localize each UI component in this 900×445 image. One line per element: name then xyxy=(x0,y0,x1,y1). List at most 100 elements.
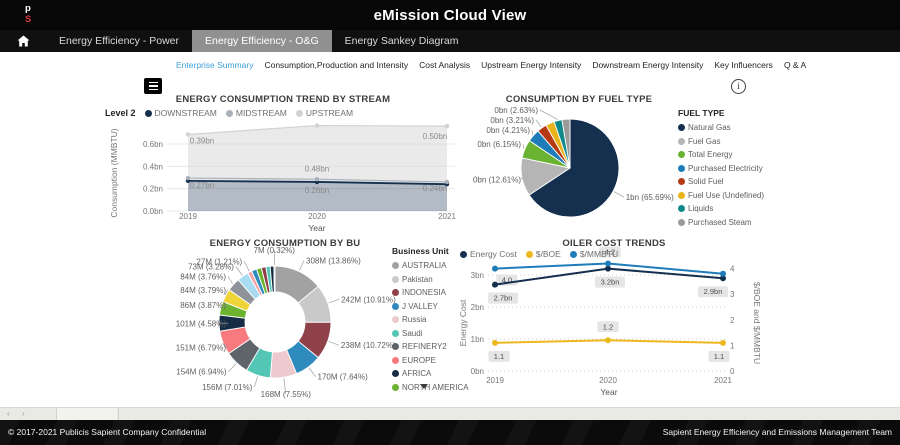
legend-item-label: Fuel Use (Undefined) xyxy=(688,190,765,200)
label: 84M (3.79%) xyxy=(180,286,226,295)
legend-item-label: J VALLEY xyxy=(402,301,438,311)
legend-item-africa[interactable]: AFRICA xyxy=(392,369,469,378)
page-next-icon[interactable]: › xyxy=(22,409,25,418)
label: 1.1 xyxy=(494,352,504,361)
nav-tab-energy-sankey-diagram[interactable]: Energy Sankey Diagram xyxy=(344,35,459,47)
legend-dot-icon xyxy=(678,124,685,131)
legend-item-label: $/MMBTU xyxy=(579,249,619,259)
legend-item-fuel-use-undefined-[interactable]: Fuel Use (Undefined) xyxy=(678,191,764,200)
logo-letter-s: S xyxy=(25,14,32,25)
fuel-slices[interactable] xyxy=(520,118,620,218)
current-page-tab[interactable] xyxy=(57,408,117,421)
legend-item-australia[interactable]: AUSTRALIA xyxy=(392,261,469,270)
legend-dot-icon xyxy=(295,109,303,117)
legend-item-indonesia[interactable]: INDONESIA xyxy=(392,288,469,297)
legend-dot-icon xyxy=(392,289,399,296)
label: 0bn xyxy=(471,367,484,376)
legend-item-russia[interactable]: Russia xyxy=(392,315,469,324)
series-Energy Cost[interactable] xyxy=(494,267,724,286)
bookmarks-button[interactable] xyxy=(144,78,162,94)
page-tab-q-a[interactable]: Q & A xyxy=(783,60,807,70)
series-UPSTREAM[interactable] xyxy=(185,123,450,137)
legend-item-solid-fuel[interactable]: Solid Fuel xyxy=(678,177,764,186)
legend-item-europe[interactable]: EUROPE xyxy=(392,356,469,365)
divider xyxy=(56,408,57,421)
label: 2bn xyxy=(471,303,484,312)
business-unit-legend: Business Unit AUSTRALIA Pakistan INDONESIA… xyxy=(392,246,469,396)
legend-scroll-down-icon[interactable] xyxy=(420,384,428,389)
label: 2019 xyxy=(179,212,197,221)
fuel-slice-Purchased Steam[interactable] xyxy=(561,118,571,169)
legend-item-natural-gas[interactable]: Natural Gas xyxy=(678,123,764,132)
series-MIDSTREAM[interactable] xyxy=(185,175,450,185)
legend-item-label: MIDSTREAM xyxy=(235,108,287,118)
page-prev-icon[interactable]: ‹ xyxy=(7,409,10,418)
legend-item-upstream[interactable]: UPSTREAM xyxy=(295,108,353,118)
fuel-slice-Natural Gas[interactable] xyxy=(528,118,620,218)
legend-item--mmbtu[interactable]: $/MMBTU xyxy=(569,249,619,259)
label: 1bn (65.69%) xyxy=(626,193,674,202)
legend-item-label: Purchased Electricity xyxy=(688,163,763,173)
label: 0bn (6.15%) xyxy=(477,140,521,149)
legend-dot-icon xyxy=(392,316,399,323)
page-tab-consumption-production-and-intensity[interactable]: Consumption,Production and Intensity xyxy=(264,60,409,70)
label: Energy Cost xyxy=(458,299,468,346)
label: 2021 xyxy=(714,376,732,385)
page-tab-cost-analysis[interactable]: Cost Analysis xyxy=(419,60,471,70)
label: 0.6bn xyxy=(143,140,163,149)
page-tab-key-influencers[interactable]: Key Influencers xyxy=(714,60,773,70)
legend-item-liquids[interactable]: Liquids xyxy=(678,204,764,213)
page-tab-upstream-energy-intensity[interactable]: Upstream Energy Intensity xyxy=(481,60,582,70)
legend-dot-icon xyxy=(392,302,399,310)
page-tab-enterprise-summary[interactable]: Enterprise Summary xyxy=(176,60,254,70)
series-$/BOE[interactable] xyxy=(494,339,724,344)
legend-dot-icon xyxy=(392,383,399,391)
nav-tab-energy-efficiency-power[interactable]: Energy Efficiency - Power xyxy=(59,35,180,47)
trend-by-stream-plot: 0.0bn 0.2bn 0.4bn 0.6bn Consumption (MMBTU) 2… xyxy=(109,123,456,233)
label: Consumption (MMBTU) xyxy=(109,128,119,217)
legend-dot-icon xyxy=(460,250,467,258)
report-page-tabs: Enterprise Summary Consumption,Production… xyxy=(176,60,806,70)
label: 0.27bn xyxy=(190,181,214,190)
legend-item-midstream[interactable]: MIDSTREAM xyxy=(225,108,287,118)
legend-item-label: AFRICA xyxy=(402,369,432,378)
legend-item-j-valley[interactable]: J VALLEY xyxy=(392,302,469,311)
legend-item--boe[interactable]: $/BOE xyxy=(525,249,561,259)
cost-trends-legend: Energy Cost $/BOE $/MMBTU xyxy=(460,249,618,259)
page-navigation-bar: ‹ › xyxy=(0,407,900,421)
bu-slices[interactable] xyxy=(218,265,332,379)
legend-dot-icon xyxy=(392,275,399,283)
label: 0bn (12.61%) xyxy=(473,175,521,184)
legend-item-north-america[interactable]: NORTH AMERICA xyxy=(392,383,469,392)
legend-dot-icon xyxy=(392,356,399,364)
label: 3 xyxy=(730,290,735,299)
bu-slice-other[interactable] xyxy=(273,265,276,293)
nav-tab-energy-efficiency-o-g[interactable]: Energy Efficiency - O&G xyxy=(192,30,332,52)
label: 3.2bn xyxy=(601,278,620,287)
label: 0.39bn xyxy=(190,136,214,145)
info-icon[interactable]: i xyxy=(731,79,746,94)
legend-item-label: REFINERY2 xyxy=(402,342,447,351)
legend-item-saudi[interactable]: Saudi xyxy=(392,329,469,338)
legend-item-label: Total Energy xyxy=(688,150,733,159)
legend-item-refinery2[interactable]: REFINERY2 xyxy=(392,342,469,351)
series-$/MMBTU[interactable] xyxy=(494,262,724,275)
home-icon[interactable] xyxy=(0,30,46,52)
chart-energy-consumption-by-bu: 308M (13.86%) 242M (10.91%) 238M (10.72%) 1… xyxy=(172,236,469,400)
label: 4 xyxy=(730,265,735,274)
legend-item-pakistan[interactable]: Pakistan xyxy=(392,275,469,284)
legend-item-total-energy[interactable]: Total Energy xyxy=(678,150,764,159)
legend-dot-icon xyxy=(392,262,399,269)
legend-dot-icon xyxy=(225,109,233,117)
app-title: eMission Cloud View xyxy=(373,7,527,24)
legend-item-energy-cost[interactable]: Energy Cost xyxy=(460,249,517,259)
legend-item-purchased-electricity[interactable]: Purchased Electricity xyxy=(678,164,764,173)
legend-dot-icon xyxy=(678,205,685,212)
legend-item-downstream[interactable]: DOWNSTREAM xyxy=(144,108,217,118)
page-tab-downstream-energy-intensity[interactable]: Downstream Energy Intensity xyxy=(592,60,704,70)
legend-item-label: AUSTRALIA xyxy=(402,261,447,270)
legend-item-purchased-steam[interactable]: Purchased Steam xyxy=(678,218,764,227)
main-nav-bar: Energy Efficiency - Power Energy Efficien… xyxy=(0,30,900,52)
publicis-sapient-logo: p S xyxy=(25,3,31,25)
legend-item-fuel-gas[interactable]: Fuel Gas xyxy=(678,137,764,146)
